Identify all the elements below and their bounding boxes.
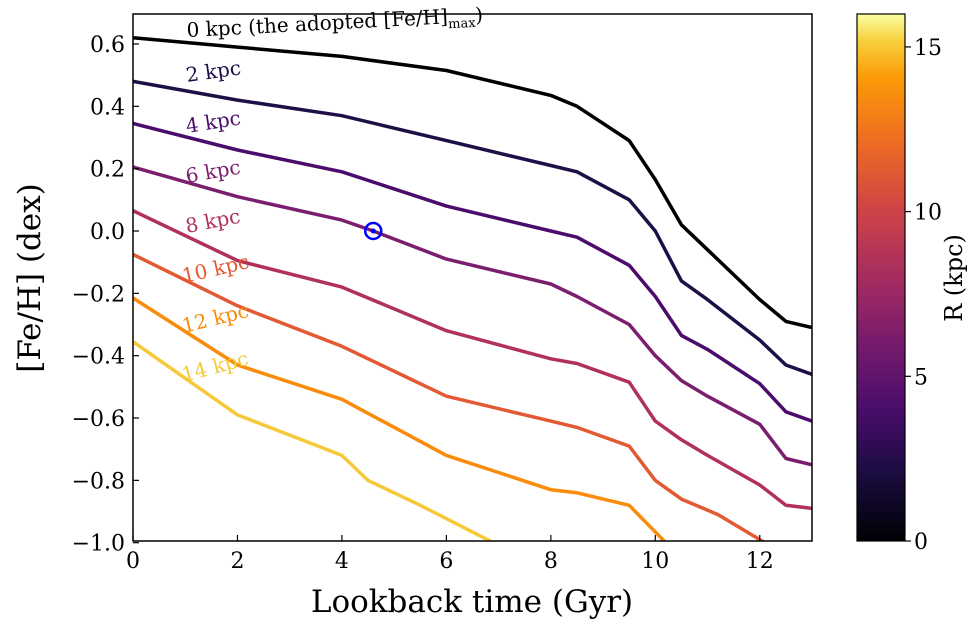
y-tick-label: −0.8 (72, 469, 125, 494)
series-line-6 (133, 296, 667, 541)
x-tick-label: 4 (335, 549, 349, 574)
sun-marker (364, 221, 383, 241)
series-label-1: 2 kpc (184, 55, 242, 86)
colorbar-tick-label: 5 (914, 365, 928, 390)
series-line-7 (133, 340, 494, 541)
x-tick-label: 8 (544, 549, 558, 574)
y-tick-label: 0.6 (90, 33, 125, 58)
y-tick-label: −0.2 (72, 282, 125, 307)
plot-frame (132, 13, 813, 542)
series-line-4 (133, 209, 812, 511)
colorbar-tick-label: 10 (914, 201, 942, 226)
series-line-5 (133, 252, 766, 541)
x-tick-label: 2 (230, 549, 244, 574)
colorbar-tick-label: 15 (914, 36, 942, 61)
series-line-2 (133, 121, 812, 423)
y-tick-label: 0.0 (90, 220, 125, 245)
y-axis-label: [Fe/H] (dex) (12, 183, 48, 373)
y-tick-label: −1.0 (72, 532, 125, 557)
y-tick-label: 0.4 (90, 95, 125, 120)
y-tick-label: −0.4 (72, 345, 125, 370)
series-label-0: 0 kpc (the adopted [Fe/H]max) (186, 2, 484, 45)
series-line-3 (133, 165, 812, 467)
x-axis-label: Lookback time (Gyr) (311, 584, 633, 620)
colorbar (856, 13, 906, 542)
x-tick-label: 10 (641, 549, 669, 574)
y-tick-label: 0.2 (90, 158, 125, 183)
series-label-2: 4 kpc (184, 106, 242, 138)
series-line-0 (133, 35, 812, 330)
x-tick-label: 0 (126, 549, 140, 574)
sun-marker-dot (370, 228, 376, 234)
series-line-1 (133, 79, 812, 377)
series-label-5: 10 kpc (180, 249, 252, 288)
series-label-6: 12 kpc (179, 298, 251, 338)
colorbar-tick-label: 0 (914, 530, 928, 555)
series-label-4: 8 kpc (183, 204, 242, 238)
x-tick-label: 6 (439, 549, 453, 574)
y-tick-label: −0.6 (72, 407, 125, 432)
colorbar-label: R (kpc) (940, 234, 968, 322)
series-label-3: 6 kpc (184, 155, 243, 188)
x-tick-label: 12 (746, 549, 774, 574)
